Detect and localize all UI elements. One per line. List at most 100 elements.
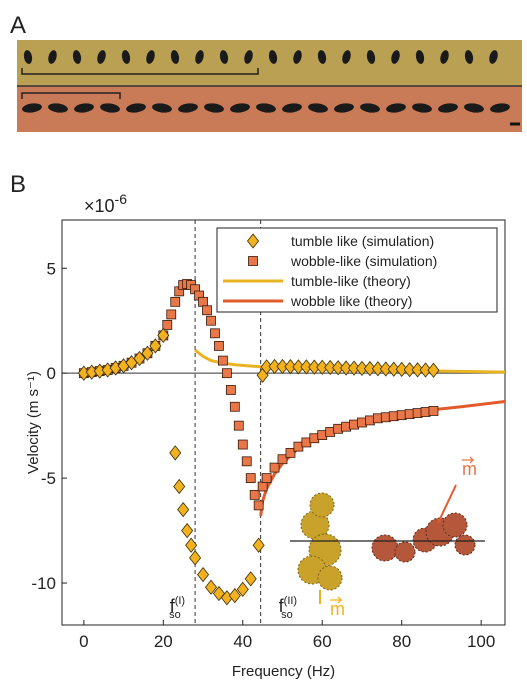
particle	[489, 50, 498, 64]
diamond-marker	[395, 361, 408, 378]
multiplier-exponent: -6	[115, 191, 128, 207]
inset-blob	[309, 492, 335, 518]
particle	[230, 103, 250, 113]
ref-sup: (II)	[284, 595, 297, 607]
diamond-marker	[204, 579, 217, 595]
square-marker	[229, 401, 240, 412]
diamond-marker	[177, 501, 190, 518]
particle	[72, 50, 82, 64]
particle	[100, 103, 120, 113]
vector-arrow	[330, 596, 343, 604]
particle	[412, 103, 432, 113]
diamond-marker	[403, 361, 416, 378]
diamond-marker	[355, 360, 368, 377]
diamond-marker	[276, 358, 289, 375]
diamond-marker	[340, 360, 353, 376]
ref-main: f	[170, 596, 176, 616]
particle	[293, 50, 302, 64]
particle	[268, 50, 278, 64]
x-tick-label: 80	[392, 632, 411, 651]
square-marker	[202, 305, 212, 316]
bracket	[21, 92, 121, 99]
inset-blob	[394, 541, 416, 563]
square-marker	[166, 309, 177, 320]
panel-label: A	[10, 12, 26, 39]
diamond-marker	[411, 362, 424, 378]
square-marker	[162, 320, 173, 330]
particle	[121, 50, 131, 64]
square-marker	[198, 296, 208, 307]
inset: mm	[290, 456, 485, 619]
particle	[204, 103, 224, 113]
particle	[244, 50, 253, 64]
y-tick-label: 0	[47, 364, 56, 383]
particle	[490, 103, 510, 113]
square-marker	[170, 296, 181, 307]
ref-sub: so	[281, 609, 293, 621]
reference-label: f(I) so	[169, 595, 185, 621]
square-marker	[221, 368, 232, 379]
diamond-marker	[308, 359, 321, 375]
bracket	[21, 68, 259, 75]
particle	[23, 50, 33, 64]
particle	[342, 50, 351, 64]
square-marker	[237, 439, 248, 450]
strip-top	[17, 40, 522, 86]
square-marker	[225, 385, 236, 395]
x-tick-label: 0	[79, 632, 88, 651]
moment-arrow	[437, 484, 457, 524]
diamond-marker	[316, 359, 329, 375]
inset-blob	[317, 565, 343, 591]
multiplier-base: ×10	[84, 196, 115, 216]
particle	[440, 50, 449, 64]
legend-label: tumble like (simulation)	[291, 233, 434, 249]
y-tick-label: -5	[41, 469, 56, 488]
particle	[464, 103, 484, 113]
diamond-marker	[268, 358, 281, 375]
particle	[146, 50, 155, 64]
diamond-marker	[387, 361, 400, 377]
particle	[360, 103, 380, 113]
y-tick-label: 5	[47, 259, 56, 278]
particle	[391, 50, 400, 64]
y-multiplier: ×10-6	[84, 191, 127, 216]
reference-label: f(II) so	[279, 595, 297, 621]
particle	[386, 103, 406, 113]
x-tick-label: 20	[154, 632, 173, 651]
diamond-marker	[197, 566, 210, 583]
particle	[317, 50, 327, 64]
y-axis-label: Velocity (m s⁻¹)	[25, 371, 42, 474]
inset-blob	[454, 534, 476, 556]
square-marker	[285, 448, 296, 458]
diamond-marker	[244, 571, 257, 587]
diamond-marker	[149, 338, 162, 354]
diamond-marker	[324, 359, 337, 376]
inset-blob	[442, 512, 468, 538]
vector-label: m	[462, 459, 477, 479]
diamond-marker	[371, 361, 384, 377]
x-tick-label: 40	[233, 632, 252, 651]
particle	[195, 50, 204, 64]
square-marker	[206, 315, 216, 326]
particle	[178, 103, 198, 113]
square-marker	[257, 481, 268, 492]
particle	[438, 103, 458, 113]
diamond-marker	[169, 445, 182, 461]
particle	[282, 103, 302, 113]
square-marker	[248, 256, 258, 266]
particle	[152, 103, 172, 113]
particle	[256, 103, 276, 113]
particle	[415, 50, 425, 64]
square-marker	[218, 355, 228, 366]
square-marker	[241, 456, 252, 467]
diamond-marker	[332, 360, 345, 376]
diamond-marker	[284, 359, 297, 375]
diamond-marker	[252, 537, 265, 553]
diamond-marker	[173, 478, 186, 495]
diamond-marker	[133, 350, 146, 367]
particle	[97, 50, 106, 64]
legend-box	[216, 227, 498, 313]
vector-arrow	[462, 456, 475, 464]
legend: tumble like (simulation) wobble-like (sim…	[216, 227, 498, 313]
